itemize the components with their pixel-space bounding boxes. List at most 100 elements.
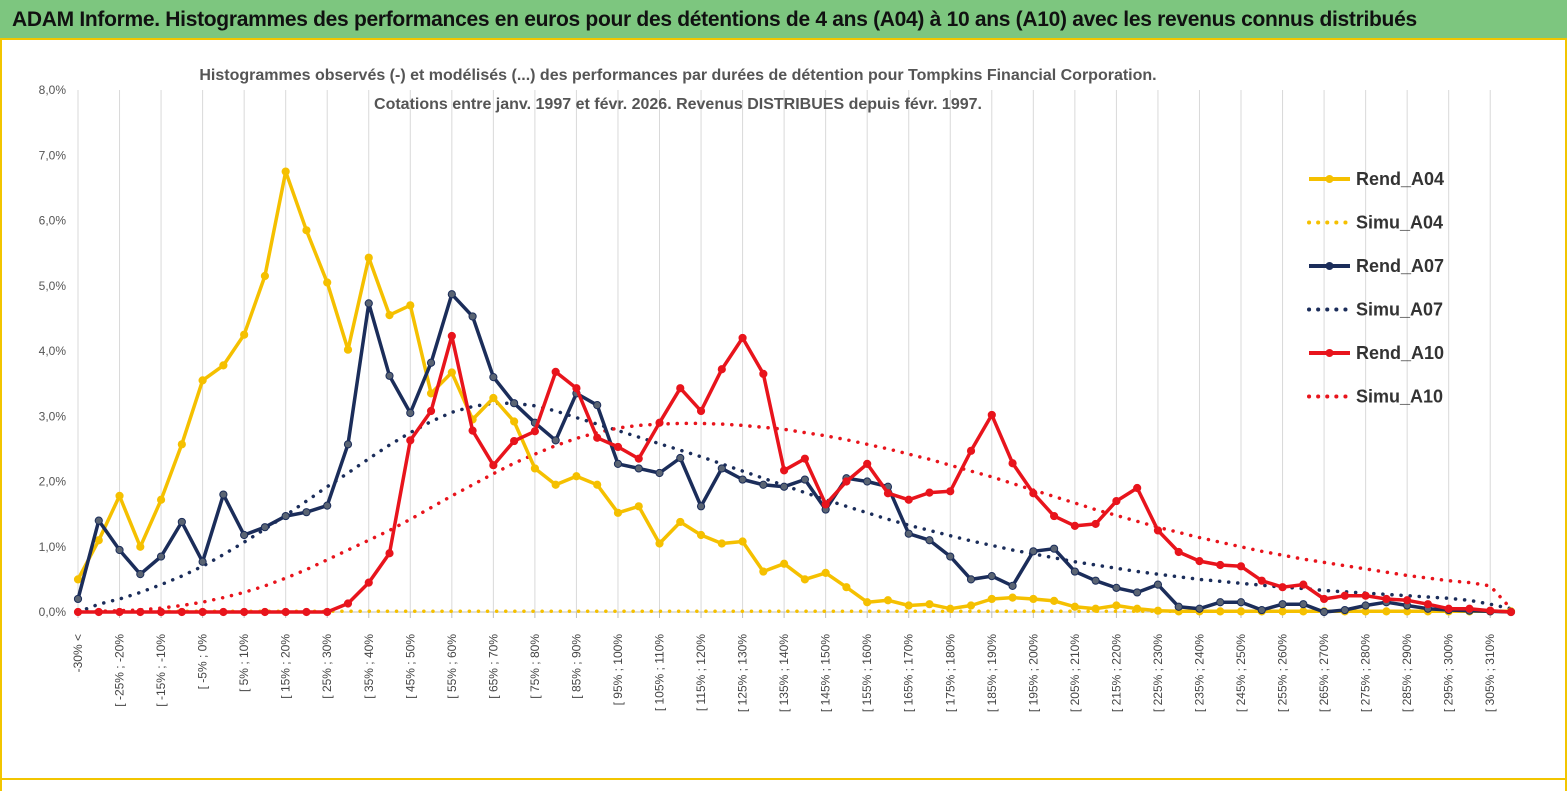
series-line <box>76 292 1512 614</box>
data-point <box>987 594 996 604</box>
data-point <box>94 607 103 617</box>
data-point <box>281 511 290 521</box>
data-point <box>1195 604 1204 613</box>
series-line <box>78 334 1512 614</box>
data-point <box>1008 593 1017 602</box>
data-point <box>759 567 768 576</box>
data-point <box>1236 562 1246 571</box>
data-point <box>593 401 602 410</box>
data-point <box>177 517 186 527</box>
data-point <box>1112 601 1121 610</box>
data-point <box>1008 581 1017 591</box>
chart-title: Histogrammes observés (-) et modélisés (… <box>199 67 1156 84</box>
data-point <box>1486 606 1495 615</box>
x-tick-label: [ 275% ; 280% <box>1359 634 1373 712</box>
x-tick-label: [ 125% ; 130% <box>736 634 750 712</box>
data-point <box>883 596 893 605</box>
data-point <box>593 480 602 489</box>
data-point <box>1153 580 1163 589</box>
legend-label: Simu_A04 <box>1356 213 1443 233</box>
legend-marker <box>1325 175 1334 183</box>
x-tick-label: [ 75% ; 80% <box>528 634 542 699</box>
data-point <box>136 542 145 551</box>
data-point <box>156 552 166 561</box>
legend-label: Rend_A10 <box>1356 343 1444 363</box>
x-tick-label: [ 185% ; 190% <box>985 634 999 712</box>
data-point <box>842 477 851 486</box>
data-point <box>136 607 145 617</box>
data-point <box>302 508 311 517</box>
data-point <box>696 502 706 511</box>
legend-label: Rend_A07 <box>1356 256 1444 276</box>
data-point <box>323 607 332 617</box>
data-point <box>468 426 477 435</box>
data-point <box>696 530 706 540</box>
data-point <box>281 607 290 617</box>
data-point <box>1008 459 1017 468</box>
data-point <box>551 367 560 376</box>
x-tick-label: [ 215% ; 220% <box>1109 634 1123 712</box>
data-point <box>198 376 207 385</box>
data-point <box>1091 604 1100 613</box>
data-point <box>966 446 976 455</box>
data-point <box>842 583 851 592</box>
frame-bottom-border <box>0 778 1567 780</box>
data-point <box>800 575 809 584</box>
data-point <box>219 361 228 370</box>
data-point <box>1216 607 1225 616</box>
data-point <box>738 537 747 546</box>
data-point <box>613 442 623 452</box>
data-point <box>551 480 560 489</box>
data-point <box>198 607 207 617</box>
data-point <box>385 311 394 320</box>
data-point <box>821 568 830 577</box>
data-point <box>1070 567 1079 576</box>
data-point <box>738 475 747 484</box>
series-simu-a07 <box>76 401 1513 614</box>
legend-label: Simu_A10 <box>1356 387 1443 407</box>
x-tick-label: [ 175% ; 180% <box>943 634 957 712</box>
data-point <box>1340 591 1349 600</box>
data-point <box>655 539 664 548</box>
data-point <box>904 529 913 538</box>
data-point <box>634 502 643 511</box>
x-tick-label: [ 205% ; 210% <box>1068 634 1082 712</box>
data-point <box>364 578 373 587</box>
x-tick-label: [ 135% ; 140% <box>777 634 791 712</box>
data-point <box>426 358 436 367</box>
data-point <box>883 489 893 498</box>
x-tick-label: [ 245% ; 250% <box>1234 634 1248 712</box>
data-point <box>966 601 976 610</box>
data-point <box>759 480 768 489</box>
x-tick-label: [ 225% ; 230% <box>1151 634 1165 712</box>
data-point <box>385 549 394 558</box>
data-point <box>1506 607 1516 617</box>
data-point <box>738 333 747 343</box>
data-point <box>447 368 456 377</box>
x-tick-label: [ 195% ; 200% <box>1026 634 1040 712</box>
data-point <box>1174 602 1183 611</box>
series-rend-a10 <box>73 331 1516 617</box>
data-point <box>613 459 623 468</box>
data-point <box>1050 511 1059 521</box>
x-tick-label: -30% < <box>71 634 85 672</box>
x-tick-label: [ 105% ; 110% <box>653 634 667 711</box>
x-tick-label: [ 45% ; 50% <box>403 634 417 699</box>
data-point <box>115 607 124 617</box>
data-point <box>1382 594 1391 604</box>
data-point <box>613 508 623 517</box>
data-point <box>489 461 498 470</box>
data-point <box>115 491 124 500</box>
legend-label: Rend_A04 <box>1356 169 1444 189</box>
y-tick-label: 5,0% <box>39 279 67 293</box>
data-point <box>904 601 913 610</box>
data-point <box>593 433 602 442</box>
data-point <box>1382 607 1391 616</box>
data-point <box>1444 604 1453 613</box>
data-point <box>551 436 560 445</box>
data-point <box>1257 605 1266 615</box>
x-tick-label: [ -15% ; -10% <box>154 634 168 707</box>
data-point <box>572 472 581 481</box>
data-point <box>1070 602 1079 611</box>
data-point <box>1361 601 1370 610</box>
